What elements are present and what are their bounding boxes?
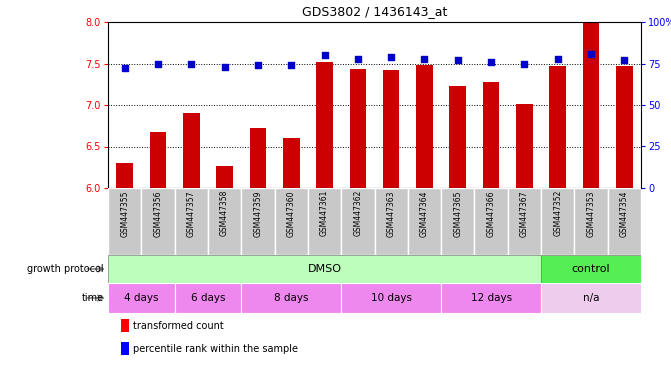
Text: control: control [572,264,611,274]
Point [586,50,597,56]
Bar [541,283,641,313]
Text: GSM447365: GSM447365 [454,190,462,237]
Bar [316,62,333,188]
Bar [441,283,541,313]
Text: time: time [82,293,104,303]
Point [286,62,297,68]
Bar [608,188,641,255]
Bar [208,188,242,255]
Text: GSM447366: GSM447366 [486,190,496,237]
Text: DMSO: DMSO [307,264,342,274]
Bar [541,255,641,283]
Bar [374,188,408,255]
Text: GSM447356: GSM447356 [154,190,162,237]
Bar [108,283,174,313]
Bar [242,283,341,313]
Bar [482,82,499,188]
Bar [582,23,599,188]
Bar [474,188,508,255]
Bar [616,66,633,188]
Bar [142,188,174,255]
Point [519,60,530,66]
Point [186,60,197,66]
Text: 12 days: 12 days [470,293,512,303]
Bar [350,69,366,188]
Bar [383,70,399,188]
Point [152,60,163,66]
Text: growth protocol: growth protocol [28,264,104,274]
Text: GSM447362: GSM447362 [354,190,362,237]
Text: GSM447361: GSM447361 [320,190,329,237]
Bar [242,188,274,255]
Point [319,52,330,58]
Bar [541,188,574,255]
Bar [416,65,433,188]
Text: GSM447363: GSM447363 [386,190,396,237]
Text: GSM447359: GSM447359 [254,190,262,237]
Text: GSM447353: GSM447353 [586,190,596,237]
Text: 6 days: 6 days [191,293,225,303]
Text: percentile rank within the sample: percentile rank within the sample [133,344,298,354]
Point [486,59,497,65]
Text: transformed count: transformed count [133,321,223,331]
Bar [150,132,166,188]
Bar [341,283,441,313]
Bar [516,104,533,188]
Bar [274,188,308,255]
Bar [508,188,541,255]
Point [619,57,629,63]
Bar [116,163,133,188]
Text: n/a: n/a [583,293,599,303]
Bar [216,166,233,188]
Text: GSM447357: GSM447357 [187,190,196,237]
Point [552,55,563,61]
Point [419,55,430,61]
Point [352,55,363,61]
Bar [183,113,199,188]
Point [219,64,230,70]
Bar [450,86,466,188]
Bar [408,188,441,255]
Bar [341,188,374,255]
Bar [441,188,474,255]
Text: GSM447355: GSM447355 [120,190,129,237]
Bar [283,138,299,188]
Text: 4 days: 4 days [124,293,158,303]
Text: 8 days: 8 days [274,293,309,303]
Bar [108,255,541,283]
Bar [108,188,142,255]
Bar [550,66,566,188]
Text: GSM447352: GSM447352 [553,190,562,237]
Bar [174,188,208,255]
Text: GSM447360: GSM447360 [287,190,296,237]
Bar [308,188,341,255]
Bar [250,128,266,188]
Point [252,62,263,68]
Bar [174,283,242,313]
Bar [574,188,608,255]
Point [452,57,463,63]
Text: GSM447364: GSM447364 [420,190,429,237]
Point [386,54,397,60]
Text: GSM447367: GSM447367 [520,190,529,237]
Text: GDS3802 / 1436143_at: GDS3802 / 1436143_at [302,5,447,18]
Point [119,65,130,71]
Text: GSM447358: GSM447358 [220,190,229,237]
Text: 10 days: 10 days [370,293,411,303]
Text: GSM447354: GSM447354 [620,190,629,237]
